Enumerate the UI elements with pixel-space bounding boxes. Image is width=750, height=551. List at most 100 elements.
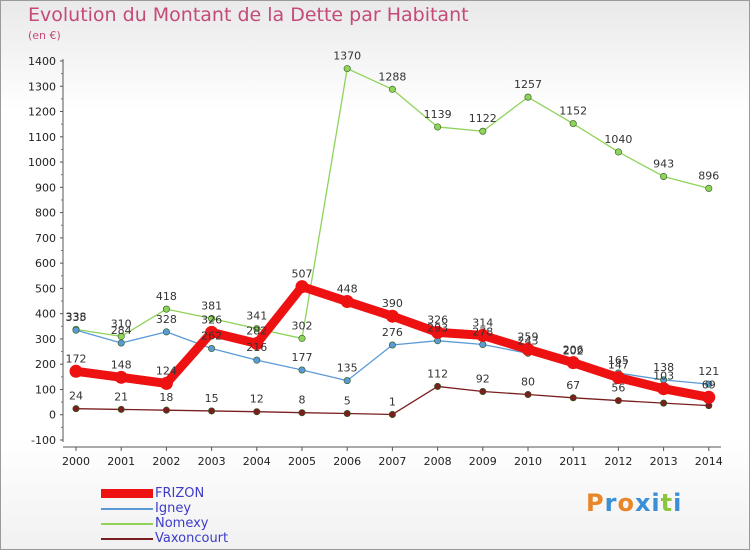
data-label-vaxoncourt: 15	[205, 392, 219, 405]
point-vaxoncourt	[343, 409, 351, 417]
legend-swatch	[101, 522, 153, 525]
point-igney	[343, 377, 351, 385]
point-vaxoncourt	[434, 382, 442, 390]
data-label-igney: 284	[111, 324, 132, 337]
data-label-igney: 293	[427, 322, 448, 335]
data-label-frizon: 124	[156, 364, 177, 377]
point-igney	[162, 328, 170, 336]
point-nomexy	[162, 305, 170, 313]
point-igney	[72, 326, 80, 334]
data-label-igney: 276	[382, 326, 403, 339]
point-igney	[298, 366, 306, 374]
point-frizon	[114, 370, 128, 384]
y-tick-label: 900	[35, 181, 56, 194]
point-vaxoncourt	[253, 408, 261, 416]
legend-item-nomexy: Nomexy	[101, 516, 228, 531]
data-label-igney: 216	[246, 341, 267, 354]
legend-swatch	[101, 507, 153, 510]
logo-letter: x	[634, 489, 652, 517]
data-label-vaxoncourt: 1	[389, 395, 396, 408]
y-tick-label: 500	[35, 282, 56, 295]
x-tick-label: 2002	[152, 455, 180, 468]
y-tick-label: 200	[35, 358, 56, 371]
data-label-vaxoncourt: 8	[299, 394, 306, 407]
point-nomexy	[660, 172, 668, 180]
data-label-frizon: 326	[427, 313, 448, 326]
logo-letter: P	[586, 489, 605, 517]
x-tick-label: 2003	[198, 455, 226, 468]
data-label-nomexy: 1122	[469, 112, 497, 125]
point-vaxoncourt	[117, 405, 125, 413]
legend-swatch	[101, 537, 153, 540]
legend-item-igney: Igney	[101, 501, 228, 516]
logo-letter: i	[673, 489, 683, 517]
data-label-frizon: 507	[292, 268, 313, 281]
point-igney	[388, 341, 396, 349]
x-tick-label: 2006	[333, 455, 361, 468]
y-tick-label: 1400	[28, 55, 56, 68]
y-tick-label: 800	[35, 207, 56, 220]
data-label-vaxoncourt: 12	[250, 393, 264, 406]
point-frizon	[205, 325, 219, 339]
point-nomexy	[208, 314, 216, 322]
data-label-nomexy: 418	[156, 290, 177, 303]
legend-item-vaxoncourt: Vaxoncourt	[101, 531, 228, 546]
data-label-vaxoncourt: 67	[566, 379, 580, 392]
data-label-vaxoncourt: 24	[69, 390, 83, 403]
y-tick-label: 400	[35, 308, 56, 321]
data-label-nomexy: 338	[66, 310, 87, 323]
y-tick-label: 0	[49, 409, 56, 422]
chart-title: Evolution du Montant de la Dette par Hab…	[28, 4, 469, 26]
x-tick-label: 2012	[604, 455, 632, 468]
legend: FRIZON Igney Nomexy Vaxoncourt	[101, 486, 228, 546]
x-tick-label: 2007	[378, 455, 406, 468]
data-label-frizon: 103	[653, 370, 674, 383]
point-frizon	[521, 342, 535, 356]
point-nomexy	[614, 148, 622, 156]
x-tick-label: 2000	[62, 455, 90, 468]
point-vaxoncourt	[524, 391, 532, 399]
y-tick-label: 1100	[28, 131, 56, 144]
point-frizon	[159, 376, 173, 390]
point-igney	[208, 345, 216, 353]
point-vaxoncourt	[388, 410, 396, 418]
data-label-nomexy: 381	[201, 299, 222, 312]
logo-letter: t	[660, 489, 674, 517]
point-vaxoncourt	[162, 406, 170, 414]
logo-letter: r	[604, 489, 618, 517]
data-label-igney: 135	[337, 362, 358, 375]
data-label-nomexy: 943	[653, 157, 674, 170]
data-label-frizon: 390	[382, 297, 403, 310]
x-tick-label: 2004	[243, 455, 271, 468]
y-tick-label: 1300	[28, 80, 56, 93]
data-label-frizon: 326	[201, 313, 222, 326]
y-tick-label: 1000	[28, 156, 56, 169]
data-label-frizon: 259	[518, 330, 539, 343]
data-label-igney: 243	[518, 334, 539, 347]
x-tick-label: 2011	[559, 455, 587, 468]
point-vaxoncourt	[569, 394, 577, 402]
legend-label: Igney	[155, 501, 192, 516]
point-vaxoncourt	[298, 409, 306, 417]
proxiti-logo: Proxiti	[586, 489, 682, 517]
data-label-frizon: 314	[472, 316, 493, 329]
data-label-igney: 202	[563, 345, 584, 358]
point-vaxoncourt	[208, 407, 216, 415]
data-label-vaxoncourt: 5	[344, 394, 351, 407]
data-label-nomexy: 302	[292, 319, 313, 332]
point-igney	[117, 339, 125, 347]
point-igney	[253, 356, 261, 364]
point-frizon	[611, 371, 625, 385]
y-tick-label: 300	[35, 333, 56, 346]
point-nomexy	[388, 85, 396, 93]
y-tick-label: 1200	[28, 106, 56, 119]
y-tick-label: 600	[35, 257, 56, 270]
point-frizon	[69, 364, 83, 378]
data-label-frizon: 206	[563, 344, 584, 357]
point-nomexy	[298, 334, 306, 342]
point-igney	[705, 380, 713, 388]
data-label-vaxoncourt: 56	[611, 382, 625, 395]
point-vaxoncourt	[72, 405, 80, 413]
